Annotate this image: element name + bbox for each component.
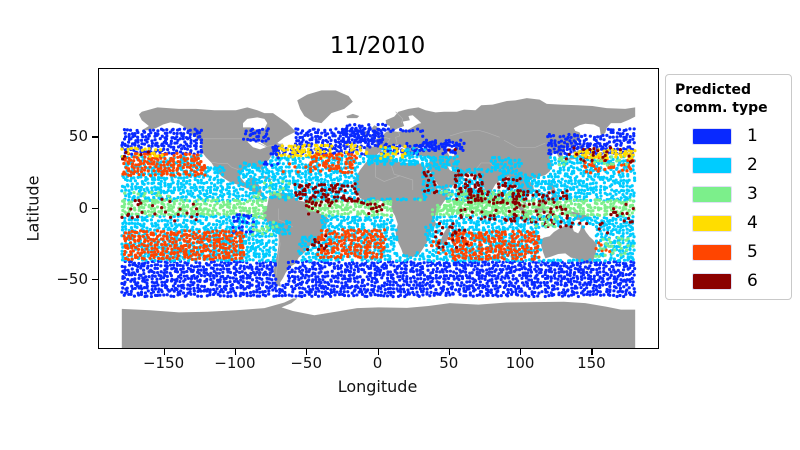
legend-entry-label: 4: [747, 213, 758, 233]
legend-entry: 5: [675, 242, 785, 262]
legend-title-line1: Predicted: [675, 82, 751, 98]
plot-title: 11/2010: [329, 33, 426, 59]
x-tick-label: −50: [290, 354, 323, 372]
legend-color-swatch: [693, 157, 731, 173]
legend-entry-label: 5: [747, 242, 758, 262]
y-tick-label: −50: [56, 269, 88, 288]
x-tick-mark: [377, 349, 379, 355]
legend-entry-label: 3: [747, 184, 758, 204]
map-plot-area: [98, 68, 659, 349]
legend-color-swatch: [693, 186, 731, 202]
x-tick-mark: [520, 349, 522, 355]
x-tick-label: 100: [505, 354, 535, 372]
y-tick-mark: [92, 136, 98, 138]
legend-entry-label: 2: [747, 155, 758, 175]
x-tick-label: 50: [439, 354, 459, 372]
y-tick-label: 50: [68, 127, 88, 146]
x-tick-mark: [234, 349, 237, 355]
legend-color-swatch: [693, 215, 731, 231]
legend-entry: 4: [675, 213, 785, 233]
legend-entries: 1 2 3 4 5 6: [675, 126, 785, 291]
y-tick-mark: [92, 207, 98, 209]
x-tick-mark: [591, 349, 593, 355]
x-tick-label: 0: [372, 354, 383, 372]
y-tick-mark: [92, 278, 98, 280]
y-tick-label: 0: [78, 198, 88, 217]
legend-title: Predicted comm. type: [675, 82, 785, 117]
x-tick-label: 150: [577, 354, 606, 372]
legend-box: Predicted comm. type 1 2 3 4 5 6: [665, 74, 792, 300]
world-map-scatter-canvas: [99, 69, 658, 348]
legend-entry: 3: [675, 184, 785, 204]
x-tick-label: −100: [214, 354, 256, 372]
x-axis-label: Longitude: [337, 377, 418, 396]
x-tick-mark: [163, 349, 165, 355]
legend-color-swatch: [693, 128, 731, 144]
legend-entry-label: 1: [747, 126, 758, 146]
legend-entry: 2: [675, 155, 785, 175]
x-tick-mark: [306, 349, 308, 355]
legend-color-swatch: [693, 244, 731, 260]
legend-entry: 1: [675, 126, 785, 146]
legend-entry-label: 6: [747, 271, 758, 291]
legend-title-line2: comm. type: [675, 99, 768, 116]
x-tick-label: −150: [142, 354, 185, 372]
legend-color-swatch: [693, 273, 731, 289]
y-axis-label: Latitude: [23, 175, 43, 242]
x-tick-mark: [448, 349, 451, 355]
legend-entry: 6: [675, 271, 785, 291]
